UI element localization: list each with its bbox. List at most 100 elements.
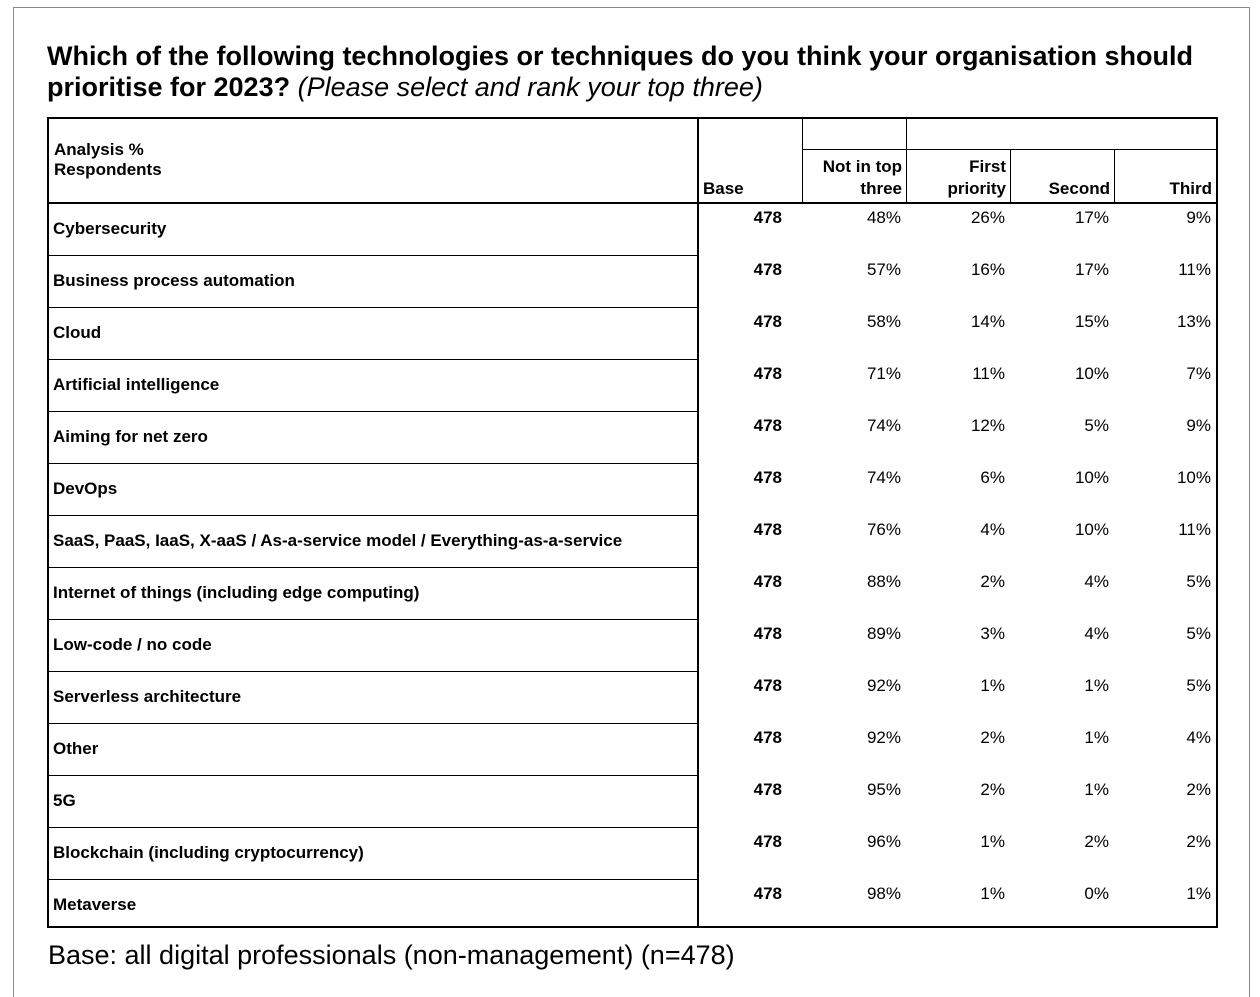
row-third: 13% xyxy=(1176,312,1211,331)
row-label: Metaverse xyxy=(53,895,137,914)
row-third: 5% xyxy=(1186,572,1211,591)
row-not-top: 92% xyxy=(866,676,901,695)
row-label: Cybersecurity xyxy=(53,219,167,238)
row-divider xyxy=(49,255,697,256)
col-divider-second xyxy=(1114,149,1115,202)
row-base: 478 xyxy=(753,572,782,591)
row-base: 478 xyxy=(753,416,782,435)
row-base: 478 xyxy=(753,260,782,279)
row-base: 478 xyxy=(753,832,782,851)
col-header-first-line2: priority xyxy=(947,179,1006,198)
row-label: Artificial intelligence xyxy=(53,375,220,394)
row-not-top: 57% xyxy=(866,260,901,279)
row-label: SaaS, PaaS, IaaS, X-aaS / As-a-service m… xyxy=(53,531,623,550)
row-base: 478 xyxy=(753,884,782,903)
row-second: 1% xyxy=(1084,676,1109,695)
row-third: 5% xyxy=(1186,676,1211,695)
col-divider-group xyxy=(906,119,907,202)
row-first: 3% xyxy=(980,624,1005,643)
row-first: 2% xyxy=(980,572,1005,591)
row-divider xyxy=(49,567,697,568)
row-second: 10% xyxy=(1074,520,1109,539)
row-label: 5G xyxy=(53,791,76,810)
title-main: Which of the following technologies or t… xyxy=(47,41,1193,102)
row-divider xyxy=(49,723,697,724)
row-not-top: 89% xyxy=(866,624,901,643)
row-base: 478 xyxy=(753,780,782,799)
row-third: 9% xyxy=(1186,208,1211,227)
row-not-top: 48% xyxy=(866,208,901,227)
row-third: 11% xyxy=(1178,260,1211,279)
row-second: 17% xyxy=(1074,260,1109,279)
col-header-second: Second xyxy=(1048,179,1110,198)
row-first: 1% xyxy=(980,676,1005,695)
page-frame xyxy=(13,7,1250,997)
row-third: 5% xyxy=(1186,624,1211,643)
col-divider-first xyxy=(1010,149,1011,202)
row-divider xyxy=(49,411,697,412)
row-not-top: 88% xyxy=(866,572,901,591)
row-base: 478 xyxy=(753,312,782,331)
row-third: 4% xyxy=(1186,728,1211,747)
row-base: 478 xyxy=(753,468,782,487)
row-base: 478 xyxy=(753,728,782,747)
row-third: 7% xyxy=(1186,364,1211,383)
row-not-top: 76% xyxy=(866,520,901,539)
row-first: 16% xyxy=(970,260,1005,279)
col-header-not-top-line1: Not in top xyxy=(822,157,902,176)
row-first: 4% xyxy=(980,520,1005,539)
header-bottom-rule xyxy=(49,202,1216,204)
row-second: 4% xyxy=(1084,572,1109,591)
row-label: Cloud xyxy=(53,323,102,342)
col-header-base: Base xyxy=(703,179,744,198)
row-first: 26% xyxy=(970,208,1005,227)
row-third: 9% xyxy=(1186,416,1211,435)
row-divider xyxy=(49,775,697,776)
row-not-top: 95% xyxy=(866,780,901,799)
row-second: 5% xyxy=(1084,416,1109,435)
row-not-top: 74% xyxy=(866,468,901,487)
row-not-top: 96% xyxy=(866,832,901,851)
row-base: 478 xyxy=(753,676,782,695)
row-second: 2% xyxy=(1084,832,1109,851)
row-divider xyxy=(49,359,697,360)
row-first: 12% xyxy=(970,416,1005,435)
col-header-not-top-line2: three xyxy=(860,179,902,198)
row-base: 478 xyxy=(753,208,782,227)
col-header-third: Third xyxy=(1169,179,1213,198)
col-header-first-line1: First xyxy=(969,157,1006,176)
row-divider xyxy=(49,879,697,880)
row-first: 1% xyxy=(980,884,1005,903)
row-not-top: 98% xyxy=(866,884,901,903)
row-first: 2% xyxy=(980,728,1005,747)
row-label: Internet of things (including edge compu… xyxy=(53,583,420,602)
base-note: Base: all digital professionals (non-man… xyxy=(48,940,735,970)
row-divider xyxy=(49,463,697,464)
row-not-top: 74% xyxy=(866,416,901,435)
row-label: Serverless architecture xyxy=(53,687,242,706)
row-base: 478 xyxy=(753,624,782,643)
header-top-rule xyxy=(802,149,1216,150)
row-not-top: 71% xyxy=(866,364,901,383)
row-not-top: 58% xyxy=(866,312,901,331)
row-first: 2% xyxy=(980,780,1005,799)
row-second: 1% xyxy=(1084,780,1109,799)
row-second: 10% xyxy=(1074,364,1109,383)
row-first: 6% xyxy=(980,468,1005,487)
corner-label-line2: Respondents xyxy=(54,160,162,179)
row-second: 15% xyxy=(1074,312,1109,331)
row-base: 478 xyxy=(753,520,782,539)
row-divider xyxy=(49,307,697,308)
row-third: 1% xyxy=(1186,884,1211,903)
row-label: Other xyxy=(53,739,99,758)
results-table: Analysis % Respondents Base Not in top thr… xyxy=(47,117,1218,928)
row-base: 478 xyxy=(753,364,782,383)
row-third: 2% xyxy=(1186,780,1211,799)
row-third: 10% xyxy=(1176,468,1211,487)
row-label: DevOps xyxy=(53,479,118,498)
col-divider-base xyxy=(802,119,803,202)
page-title: Which of the following technologies or t… xyxy=(47,41,1227,103)
row-second: 17% xyxy=(1074,208,1109,227)
corner-label: Analysis % Respondents xyxy=(54,140,162,180)
row-divider xyxy=(49,515,697,516)
